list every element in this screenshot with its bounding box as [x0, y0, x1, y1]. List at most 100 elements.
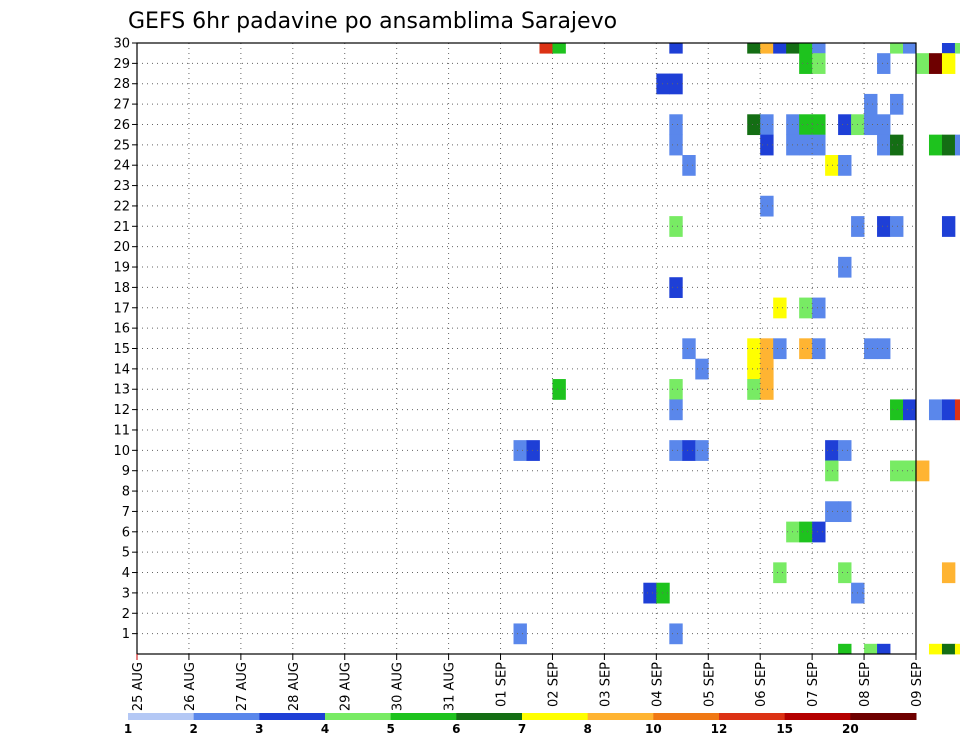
heatmap-cell — [903, 460, 917, 482]
colorbar-swatch — [193, 713, 260, 720]
x-tick-label: 07 SEP — [806, 662, 821, 707]
heatmap-cell — [941, 399, 956, 421]
colorbar-swatch — [128, 713, 195, 720]
x-tick-label: 31 AUG — [443, 662, 458, 711]
heatmap-cell — [812, 521, 826, 543]
heatmap-cell — [799, 53, 813, 74]
colorbar-label: 20 — [842, 722, 859, 736]
heatmap-cell — [669, 379, 683, 400]
heatmap-cell — [656, 73, 670, 95]
heatmap-cell — [760, 114, 774, 136]
colorbar-label: 4 — [321, 722, 329, 736]
colorbar-label: 10 — [645, 722, 662, 736]
heatmap-cell — [513, 440, 527, 461]
heatmap-cell — [954, 399, 960, 421]
heatmap-cell — [682, 440, 696, 461]
heatmap-cell — [773, 297, 787, 319]
heatmap-cell — [954, 134, 960, 156]
y-tick-label: 23 — [113, 179, 130, 194]
heatmap-cell — [513, 623, 527, 645]
heatmap-cell — [669, 399, 683, 421]
colorbar-label: 5 — [386, 722, 394, 736]
y-tick-label: 1 — [122, 627, 130, 642]
colorbar-swatch — [587, 713, 654, 720]
colorbar-label: 1 — [124, 722, 132, 736]
heatmap-cell — [903, 43, 917, 54]
heatmap-cell — [747, 338, 761, 360]
heatmap-cell — [825, 460, 839, 482]
colorbar-swatch — [850, 713, 917, 720]
heatmap-cell — [812, 297, 826, 319]
chart-title: GEFS 6hr padavine po ansamblima Sarajevo — [128, 9, 617, 34]
colorbar: 1 2 3 4 5 6 7 8 10 12 15 20 — [124, 713, 917, 736]
heatmap-cell — [941, 562, 956, 584]
heatmap-cell — [656, 582, 670, 604]
heatmap-cell — [916, 53, 930, 74]
heatmap-cell — [747, 379, 761, 400]
x-tick-label: 09 SEP — [910, 662, 925, 707]
colorbar-label: 3 — [255, 722, 263, 736]
y-tick-label: 10 — [113, 444, 130, 459]
heatmap-cell — [526, 440, 540, 461]
heatmap-cell — [838, 114, 852, 136]
heatmap-cell — [877, 114, 891, 136]
x-axis: 25 AUG 26 AUG 27 AUG 28 AUG 29 AUG 30 AUG 31 A… — [131, 654, 925, 711]
heatmap-cell — [669, 134, 683, 156]
heatmap-cell — [812, 134, 826, 156]
y-tick-label: 16 — [113, 322, 130, 337]
y-tick-label: 24 — [113, 159, 130, 174]
heatmap-cell — [669, 43, 683, 54]
x-tick-label: 25 AUG — [131, 662, 146, 711]
heatmap-cell — [773, 338, 787, 360]
heatmap-cell — [928, 53, 943, 74]
heatmap-cell — [695, 440, 709, 461]
colorbar-swatch — [719, 713, 786, 720]
x-tick-label: 27 AUG — [235, 662, 250, 711]
y-tick-label: 30 — [113, 37, 130, 52]
heatmap-cell — [838, 440, 852, 461]
y-tick-label: 25 — [113, 138, 130, 153]
heatmap-cell — [825, 440, 839, 461]
x-tick-label: 06 SEP — [754, 662, 769, 707]
heatmap-cell — [539, 43, 553, 54]
heatmap-cell — [812, 338, 826, 360]
heatmap-cells — [513, 43, 960, 655]
heatmap-cell — [928, 399, 943, 421]
heatmap-cell — [916, 460, 930, 482]
colorbar-swatch — [653, 713, 720, 720]
x-tick-label: 03 SEP — [598, 662, 613, 707]
colorbar-label: 15 — [776, 722, 793, 736]
heatmap-cell — [799, 43, 813, 54]
heatmap-cell — [669, 623, 683, 645]
heatmap-cell — [838, 501, 852, 523]
heatmap-cell — [864, 338, 878, 360]
y-tick-label: 6 — [122, 525, 130, 540]
colorbar-label: 12 — [711, 722, 728, 736]
x-tick-label: 05 SEP — [702, 662, 717, 707]
y-tick-label: 22 — [113, 199, 130, 214]
heatmap-cell — [941, 43, 956, 54]
heatmap-cell — [760, 134, 774, 156]
heatmap-cell — [838, 155, 852, 176]
heatmap-cell — [760, 195, 774, 217]
colorbar-label: 7 — [518, 722, 526, 736]
heatmap-cell — [760, 358, 774, 380]
heatmap-cell — [799, 297, 813, 319]
colorbar-swatch — [784, 713, 851, 720]
y-tick-label: 17 — [113, 301, 130, 316]
colorbar-swatch — [522, 713, 589, 720]
colorbar-label: 8 — [583, 722, 591, 736]
y-tick-label: 14 — [113, 362, 130, 377]
y-tick-label: 8 — [122, 485, 130, 500]
heatmap-cell — [825, 501, 839, 523]
heatmap-cell — [799, 521, 813, 543]
heatmap-cell — [669, 114, 683, 136]
heatmap-cell — [669, 277, 683, 298]
heatmap-cell — [695, 358, 709, 380]
x-tick-label: 04 SEP — [650, 662, 665, 707]
heatmap-cell — [760, 338, 774, 360]
heatmap-cell — [838, 256, 852, 278]
heatmap-cell — [864, 643, 878, 655]
heatmap-cell — [877, 134, 891, 156]
